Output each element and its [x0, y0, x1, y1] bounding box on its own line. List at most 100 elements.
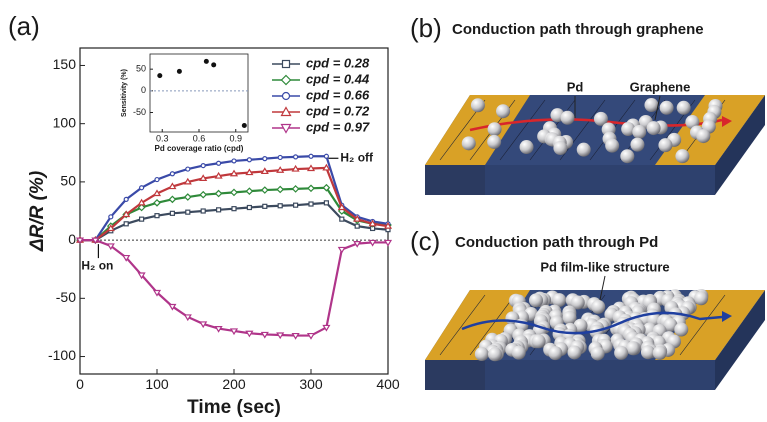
marker — [170, 211, 174, 215]
marker — [247, 158, 251, 162]
marker — [263, 204, 267, 208]
marker — [140, 186, 144, 190]
marker — [140, 217, 144, 221]
x-tick-label: 0.3 — [156, 134, 169, 144]
marker — [278, 155, 282, 159]
x-tick-label: 0.6 — [193, 134, 206, 144]
legend-marker — [283, 61, 290, 68]
marker — [155, 214, 159, 218]
pd-particle — [487, 135, 501, 149]
pd-particle — [620, 149, 634, 163]
pd-particle — [548, 346, 562, 360]
x-tick-label: 100 — [145, 376, 169, 392]
marker — [232, 159, 236, 163]
scatter-point — [177, 69, 182, 74]
pd-particle — [605, 139, 619, 153]
plot-frame — [150, 54, 248, 132]
pd-particle — [488, 347, 502, 361]
panel-title: Conduction path through Pd — [455, 234, 658, 251]
panel-label: (b) — [410, 13, 442, 43]
x-axis-label: Pd coverage ratio (cpd) — [155, 144, 244, 153]
y-tick-label: 50 — [136, 64, 146, 74]
pd-particle — [660, 101, 674, 115]
pd-particle — [512, 346, 526, 360]
y-axis-label: Sensitivity (%) — [121, 69, 128, 117]
diagram-label: Graphene — [630, 79, 691, 94]
marker — [201, 209, 205, 213]
marker — [324, 201, 328, 205]
pd-particle — [658, 138, 672, 152]
y-tick-label: 100 — [53, 114, 77, 130]
y-tick-label: 150 — [53, 56, 77, 72]
marker — [186, 210, 190, 214]
y-axis-label: ΔR/R (%) — [27, 171, 48, 252]
legend-marker — [283, 93, 290, 100]
slab-front-electrode — [425, 360, 485, 390]
y-tick-label: 0 — [68, 231, 76, 247]
pd-particle — [475, 347, 489, 361]
pd-particle — [561, 111, 575, 125]
marker — [186, 167, 190, 171]
pd-particle — [647, 121, 661, 135]
marker — [217, 208, 221, 212]
panel-label: (c) — [410, 226, 440, 256]
marker — [263, 157, 267, 161]
x-tick-label: 200 — [222, 376, 246, 392]
pd-particle — [632, 125, 646, 139]
marker — [155, 178, 159, 182]
pd-particle — [653, 346, 667, 360]
marker — [324, 154, 328, 158]
pd-particle — [529, 293, 543, 307]
pd-particle — [532, 334, 546, 348]
pd-particle — [696, 129, 710, 143]
marker — [340, 217, 344, 221]
scatter-point — [204, 59, 209, 64]
legend-label: cpd = 0.28 — [306, 55, 370, 70]
panel-label: (a) — [8, 11, 40, 41]
pd-particle — [520, 140, 534, 154]
x-tick-label: 300 — [299, 376, 323, 392]
marker — [309, 154, 313, 158]
marker — [217, 161, 221, 165]
pd-particle — [591, 346, 605, 360]
pd-particle — [488, 122, 502, 136]
marker — [278, 204, 282, 208]
pd-particle — [694, 291, 708, 305]
x-axis-label: Time (sec) — [187, 397, 281, 418]
x-tick-label: 400 — [376, 376, 400, 392]
pd-particle — [577, 143, 591, 157]
y-tick-label: 0 — [141, 85, 146, 95]
legend-label: cpd = 0.44 — [306, 71, 370, 86]
x-tick-label: 0 — [76, 376, 84, 392]
legend-label: cpd = 0.72 — [306, 103, 370, 118]
x-tick-label: 0.9 — [229, 134, 242, 144]
marker — [309, 202, 313, 206]
marker — [355, 224, 359, 228]
pd-particle — [675, 149, 689, 163]
pd-particle — [471, 98, 485, 112]
marker — [247, 206, 251, 210]
pd-particle — [644, 98, 658, 112]
legend-label: cpd = 0.66 — [306, 87, 370, 102]
y-tick-label: -100 — [48, 347, 76, 363]
marker — [294, 155, 298, 159]
figure: (a) (b) Conduction path through graphene… — [0, 0, 767, 422]
pd-particle — [677, 101, 691, 115]
pd-particle — [496, 104, 510, 118]
marker — [232, 207, 236, 211]
marker — [201, 164, 205, 168]
scatter-point — [211, 62, 216, 67]
marker — [294, 203, 298, 207]
y-tick-label: -50 — [133, 107, 146, 117]
scatter-point — [242, 123, 247, 128]
pd-particle — [591, 300, 605, 314]
panel-title: Conduction path through graphene — [452, 21, 704, 38]
slab-front-electrode — [425, 165, 485, 195]
pd-particle — [614, 346, 628, 360]
scatter-point — [157, 73, 162, 78]
marker — [109, 215, 113, 219]
pd-particle — [553, 141, 567, 155]
diagram-label: Pd film-like structure — [540, 259, 669, 274]
marker — [170, 172, 174, 176]
annotation: H₂ on — [81, 258, 113, 272]
